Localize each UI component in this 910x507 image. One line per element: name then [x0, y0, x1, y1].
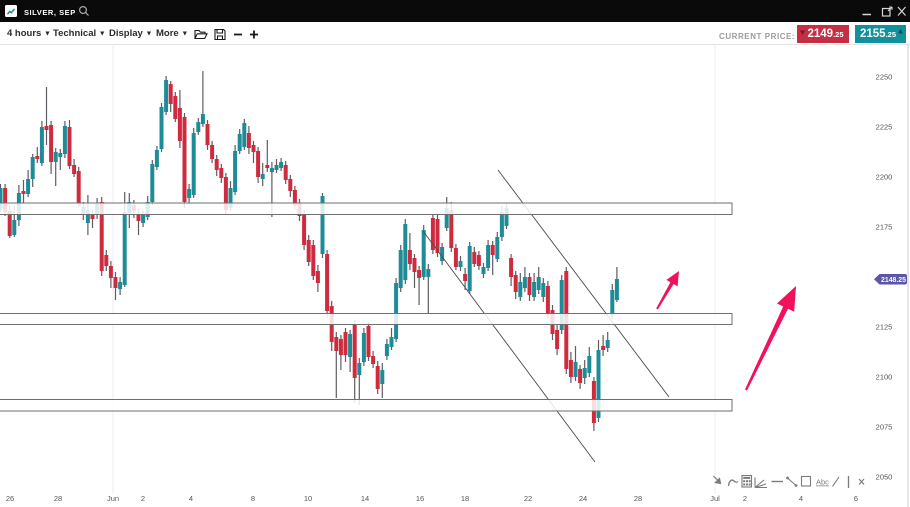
svg-text:Jul: Jul	[710, 494, 720, 503]
svg-text:22: 22	[524, 494, 532, 503]
svg-text:2200: 2200	[876, 173, 893, 182]
svg-text:Abc: Abc	[816, 478, 829, 487]
svg-text:28: 28	[54, 494, 62, 503]
svg-text:4: 4	[189, 494, 193, 503]
svg-text:24: 24	[579, 494, 587, 503]
svg-text:18: 18	[461, 494, 469, 503]
svg-text:2: 2	[141, 494, 145, 503]
svg-text:2: 2	[743, 494, 747, 503]
svg-text:8: 8	[251, 494, 255, 503]
svg-text:6: 6	[854, 494, 858, 503]
svg-text:4: 4	[799, 494, 803, 503]
svg-text:28: 28	[634, 494, 642, 503]
svg-text:2075: 2075	[876, 423, 893, 432]
svg-text:14: 14	[361, 494, 369, 503]
svg-text:2050: 2050	[876, 473, 893, 482]
svg-text:10: 10	[304, 494, 312, 503]
svg-text:2250: 2250	[876, 73, 893, 82]
svg-text:16: 16	[416, 494, 424, 503]
svg-text:2148.25: 2148.25	[881, 277, 906, 284]
svg-text:2175: 2175	[876, 223, 893, 232]
svg-text:2125: 2125	[876, 323, 893, 332]
svg-text:26: 26	[6, 494, 14, 503]
svg-text:2225: 2225	[876, 123, 893, 132]
svg-text:Jun: Jun	[107, 494, 119, 503]
svg-text:2100: 2100	[876, 373, 893, 382]
